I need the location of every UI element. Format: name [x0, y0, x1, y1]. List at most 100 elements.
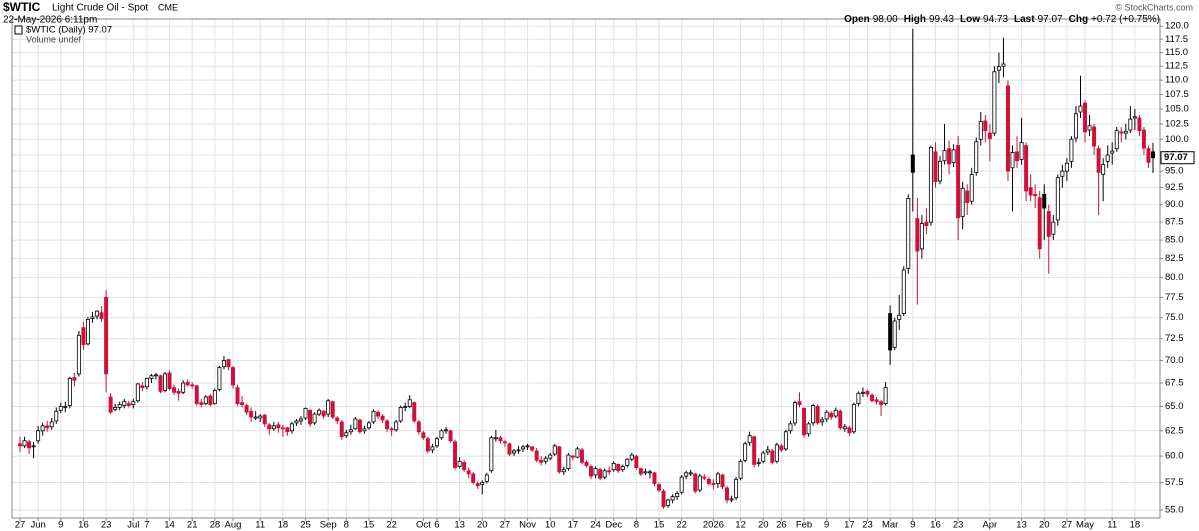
x-tick-label: Apr: [982, 520, 997, 531]
symbol: $WTIC: [3, 0, 41, 14]
candle-body: [1119, 131, 1124, 134]
candle-body: [534, 450, 539, 461]
legend-series: $WTIC (Daily) 97.07: [26, 25, 112, 36]
candle-body: [126, 403, 131, 406]
candle-body: [815, 406, 820, 424]
candle-body: [72, 377, 77, 381]
candle-body: [489, 437, 494, 472]
symbol-name: Light Crude Oil - Spot: [52, 3, 148, 14]
candle-body: [253, 416, 258, 419]
candle-body: [167, 372, 172, 389]
candle-body: [398, 407, 403, 422]
x-tick-label: 17: [844, 520, 855, 531]
candle-body: [434, 438, 439, 447]
y-tick-label: 62.5: [1165, 425, 1184, 436]
candle-body: [983, 120, 988, 132]
candle-body: [838, 410, 843, 429]
candle-body: [897, 314, 902, 320]
candle-body: [543, 457, 548, 462]
candle-body: [634, 455, 639, 468]
quote-value: 99.43: [929, 14, 954, 25]
candle-body: [616, 464, 621, 472]
candle-body: [638, 468, 643, 475]
candle-body: [747, 435, 752, 444]
y-tick-label: 70.0: [1165, 355, 1184, 366]
candle-body: [262, 414, 267, 425]
y-tick-label: 80.0: [1165, 272, 1184, 283]
quote: Open 98.00 High 99.43 Low 94.73 Last 97.07 Chg +0…: [844, 14, 1160, 25]
x-tick-label: 11: [255, 520, 265, 531]
candle-body: [353, 418, 358, 430]
candle-body: [960, 187, 965, 217]
candle-body: [521, 446, 526, 450]
x-tick-label: 14: [164, 520, 175, 531]
candle-body: [1101, 164, 1106, 175]
candle-body: [666, 499, 671, 506]
candle-body: [289, 423, 294, 432]
x-tick-label: Sep: [320, 520, 337, 531]
candle-body: [54, 410, 59, 422]
candle-body: [1069, 138, 1074, 162]
y-tick-label: 87.5: [1165, 217, 1184, 228]
candle-body: [122, 401, 127, 406]
candle-body: [693, 473, 698, 492]
candle-body: [1083, 102, 1088, 133]
quote-label: Chg: [1069, 14, 1088, 25]
candle-body: [199, 402, 204, 405]
candle-body: [181, 382, 186, 393]
candle-body: [1028, 187, 1033, 196]
x-tick-label: 12: [735, 520, 746, 531]
candle-body: [512, 450, 516, 454]
candle-body: [308, 409, 313, 425]
candle-body: [770, 450, 775, 463]
candle-body: [298, 418, 303, 422]
candle-body: [539, 459, 544, 463]
candle-body: [738, 460, 743, 479]
x-tick-label: 22: [386, 520, 397, 531]
candle-body: [865, 390, 870, 395]
candle-body: [403, 406, 408, 408]
candle-body: [366, 422, 371, 429]
x-tick-label: 10: [545, 520, 556, 531]
candle-body: [942, 150, 947, 162]
candle-body: [1123, 130, 1128, 134]
candle-body: [31, 445, 36, 448]
y-tick-label: 75.0: [1165, 312, 1184, 323]
candle-body: [317, 409, 322, 415]
x-tick-label: Dec: [605, 520, 622, 531]
candle-body: [906, 198, 911, 269]
candle-body: [525, 445, 530, 448]
x-tick-label: 8: [634, 520, 639, 531]
x-tick-label: 15: [654, 520, 665, 531]
candle-body: [507, 443, 512, 455]
candle-body: [185, 381, 190, 386]
candle-body: [1096, 148, 1101, 173]
candle-body: [806, 423, 811, 435]
candle-body: [49, 421, 54, 428]
candle-body: [1046, 211, 1051, 237]
candle-body: [1110, 150, 1115, 154]
candle-body: [575, 448, 580, 458]
candle-body: [811, 405, 816, 424]
candle-body: [217, 367, 222, 390]
candle-body: [833, 409, 838, 417]
candle-body: [113, 407, 118, 410]
x-tick-label: Jul: [127, 520, 139, 531]
candle-body: [915, 218, 920, 252]
candle-body: [856, 392, 861, 404]
candle-body: [231, 367, 235, 386]
candle-body: [208, 395, 213, 405]
candle-body: [326, 400, 331, 415]
candle-body: [1141, 129, 1146, 149]
candle-body: [1137, 117, 1142, 132]
candle-body: [135, 383, 140, 402]
candle-body: [516, 449, 521, 452]
candle-body: [842, 426, 847, 430]
candle-body: [947, 148, 952, 165]
candle-body: [774, 444, 779, 462]
candle-body: [276, 424, 281, 429]
candle-body: [376, 411, 381, 417]
candle-body: [58, 406, 63, 411]
candle-body: [670, 496, 675, 501]
candle-body: [1055, 177, 1060, 221]
